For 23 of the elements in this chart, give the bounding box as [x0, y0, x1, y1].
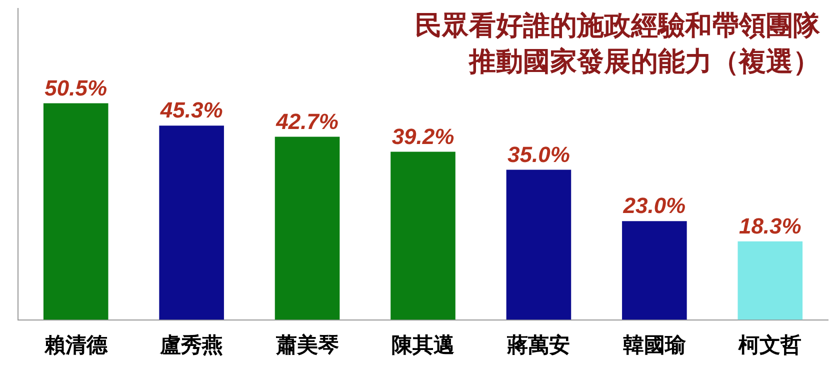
data-label: 35.0%	[508, 142, 570, 167]
bar	[506, 170, 572, 320]
chart-title: 民眾看好誰的施政經驗和帶領團隊	[415, 10, 821, 42]
data-label: 50.5%	[44, 75, 108, 100]
x-tick-label: 韓國瑜	[622, 332, 687, 357]
bar	[390, 152, 456, 320]
bar	[159, 126, 224, 320]
data-label: 42.7%	[275, 108, 338, 134]
bar	[274, 136, 340, 320]
x-tick-label: 蕭美琴	[274, 332, 339, 357]
data-label: 39.2%	[392, 124, 454, 149]
bar	[738, 241, 803, 320]
x-tick-label: 賴清德	[43, 332, 108, 357]
x-tick-label: 柯文哲	[738, 332, 802, 357]
x-tick-label: 蔣萬安	[506, 332, 570, 357]
data-label: 45.3%	[159, 98, 223, 123]
bar	[622, 221, 687, 320]
chart-subtitle: 推動國家發展的能力（複選）	[468, 46, 820, 78]
data-label: 23.0%	[622, 193, 686, 218]
x-tick-label: 盧秀燕	[159, 332, 224, 357]
x-tick-label: 陳其邁	[392, 332, 454, 357]
data-label: 18.3%	[738, 213, 802, 238]
bar	[43, 103, 108, 320]
